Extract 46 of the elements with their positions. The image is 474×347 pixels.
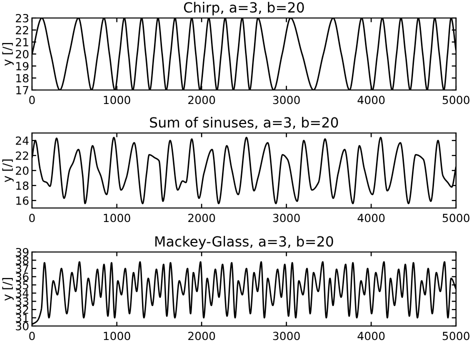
y-tick-label: 37	[16, 264, 28, 273]
y-tick-label: 16	[16, 196, 29, 205]
chart-title: Chirp, a=3, b=20	[184, 2, 304, 16]
x-tick-label: 3000	[273, 214, 300, 222]
y-tick-label: 18	[16, 74, 28, 82]
y-tick-label: 20	[16, 50, 28, 58]
x-tick-label: 2000	[188, 332, 215, 340]
y-axis-title: y [/]	[2, 278, 14, 301]
x-tick-label: 5000	[442, 214, 470, 222]
y-tick-label: 36	[16, 272, 29, 282]
x-tick-label: 1000	[104, 96, 130, 104]
y-tick-label: 20	[16, 166, 28, 175]
y-tick-label: 17	[16, 86, 28, 94]
x-tick-label: 5000	[442, 332, 470, 340]
y-tick-label: 22	[16, 26, 28, 34]
x-tick-label: 1000	[104, 332, 130, 340]
y-tick-label: 34	[16, 289, 29, 298]
y-tick-label: 38	[16, 256, 28, 265]
x-tick-label: 3000	[273, 332, 300, 340]
y-tick-label: 19	[16, 62, 28, 70]
y-tick-label: 24	[16, 136, 29, 145]
y-tick-label: 18	[16, 181, 28, 190]
x-tick-label: 3000	[273, 96, 300, 104]
y-axis-title: y [/]	[2, 43, 14, 66]
y-tick-label: 23	[16, 14, 28, 22]
y-tick-label: 35	[16, 280, 28, 290]
x-tick-label: 1000	[104, 214, 130, 222]
chart-title: Sum of sinuses, a=3, b=20	[150, 116, 338, 130]
y-axis-title: y [/]	[2, 160, 14, 182]
x-tick-label: 0	[29, 332, 35, 340]
x-tick-label: 4000	[358, 332, 385, 340]
y-tick-label: 21	[16, 38, 28, 46]
x-tick-label: 0	[29, 214, 35, 222]
chart-title: Mackey-Glass, a=3, b=20	[155, 236, 334, 250]
x-tick-label: 0	[29, 96, 35, 104]
y-tick-label: 33	[16, 297, 28, 306]
y-tick-label: 31	[16, 314, 28, 322]
x-tick-label: 4000	[358, 96, 385, 104]
y-tick-label: 39	[16, 248, 28, 256]
y-tick-label: 22	[16, 151, 28, 160]
x-tick-label: 5000	[442, 96, 470, 104]
x-tick-label: 4000	[358, 214, 385, 222]
x-tick-label: 2000	[188, 96, 215, 104]
y-tick-label: 30	[16, 322, 28, 330]
y-tick-label: 32	[16, 306, 28, 314]
x-tick-label: 2000	[188, 214, 215, 222]
